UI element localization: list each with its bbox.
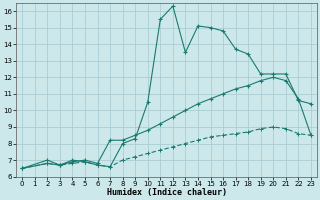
X-axis label: Humidex (Indice chaleur): Humidex (Indice chaleur) (107, 188, 227, 197)
